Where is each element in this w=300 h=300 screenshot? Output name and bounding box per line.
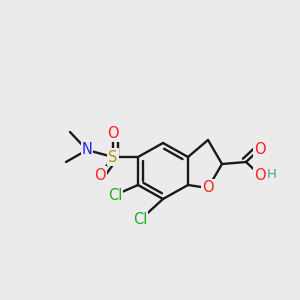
Text: Cl: Cl: [108, 188, 122, 202]
Text: O: O: [254, 142, 266, 157]
Text: S: S: [108, 149, 118, 164]
Text: O: O: [254, 167, 266, 182]
Text: H: H: [267, 169, 277, 182]
Text: O: O: [94, 167, 106, 182]
Text: O: O: [202, 181, 214, 196]
Text: Cl: Cl: [133, 212, 147, 227]
Text: N: N: [82, 142, 92, 158]
Text: O: O: [107, 125, 119, 140]
